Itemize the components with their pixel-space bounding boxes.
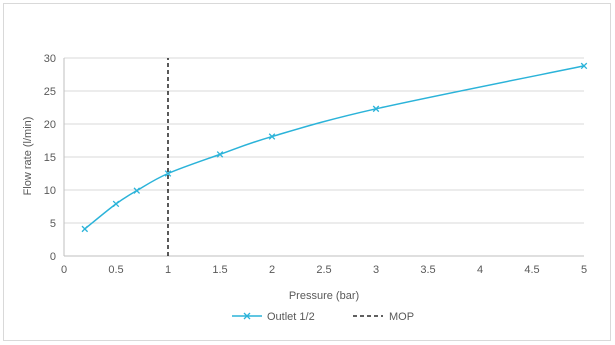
- x-axis-title: Pressure (bar): [289, 290, 359, 302]
- axes: [63, 58, 584, 257]
- y-tick-label-0: 0: [50, 251, 56, 263]
- series-layer: [81, 58, 588, 256]
- legend: Outlet 1/2 MOP: [232, 311, 414, 323]
- legend-label-outlet: Outlet 1/2: [267, 311, 315, 323]
- y-axis-title: Flow rate (l/min): [22, 117, 34, 196]
- x-tick-label-4: 2: [269, 264, 275, 276]
- outlet-point-6: [372, 105, 380, 113]
- outlet-point-4: [216, 151, 224, 158]
- outlet-point-3: [164, 170, 172, 177]
- outlet-point-5: [268, 133, 276, 140]
- x-tick-label-10: 5: [581, 264, 587, 276]
- legend-item-outlet: Outlet 1/2: [232, 311, 315, 323]
- x-tick-label-2: 1: [165, 264, 171, 276]
- x-tick-label-1: 0.5: [108, 264, 123, 276]
- legend-marker-outlet: [243, 312, 251, 320]
- x-tick-label-0: 0: [61, 264, 67, 276]
- outlet-point-7: [580, 62, 588, 70]
- outlet-point-1: [112, 200, 120, 208]
- outlet-point-0: [81, 225, 89, 233]
- y-tick-label-3: 15: [44, 152, 56, 164]
- y-tick-label-4: 20: [44, 119, 56, 131]
- x-tick-label-8: 4: [477, 264, 483, 276]
- y-tick-label-1: 5: [50, 218, 56, 230]
- outlet-line: [84, 65, 585, 230]
- y-tick-label-6: 30: [44, 53, 56, 65]
- y-tick-label-5: 25: [44, 86, 56, 98]
- legend-label-mop: MOP: [389, 311, 414, 323]
- gridlines: [64, 57, 584, 224]
- outlet-point-2: [133, 187, 141, 194]
- x-tick-label-5: 2.5: [316, 264, 331, 276]
- x-tick-label-7: 3.5: [420, 264, 435, 276]
- legend-item-mop: MOP: [353, 311, 414, 323]
- x-tick-label-6: 3: [373, 264, 379, 276]
- y-tick-label-2: 10: [44, 185, 56, 197]
- tick-labels: 0 5 10 15 20 25 30 0 0.5 1 1.5 2 2.5 3 3.5 4 4.5 5: [44, 53, 587, 276]
- x-tick-label-9: 4.5: [524, 264, 539, 276]
- chart-area: [3, 3, 611, 341]
- x-tick-label-3: 1.5: [212, 264, 227, 276]
